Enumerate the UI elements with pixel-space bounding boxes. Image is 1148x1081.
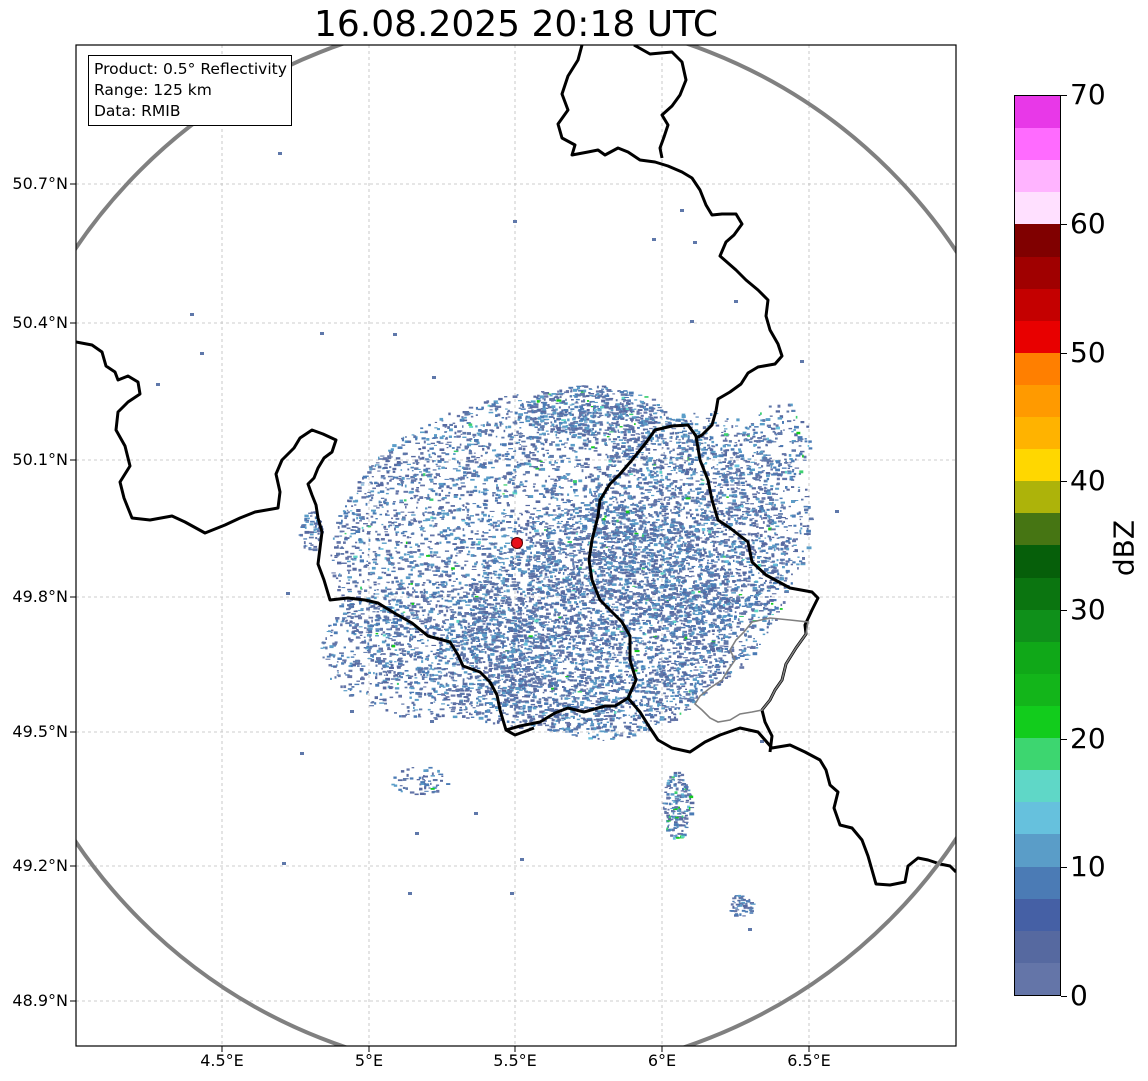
colorbar-band [1015,899,1060,931]
colorbar-band [1015,321,1060,353]
colorbar-band [1015,642,1060,674]
colorbar-tick [1061,353,1067,354]
colorbar-band [1015,706,1060,738]
colorbar-band [1015,770,1060,802]
colorbar-band [1015,931,1060,963]
product-line: Product: 0.5° Reflectivity [94,60,287,78]
lon-label-5: 5°E [354,1051,384,1070]
reflectivity-echoes [156,152,839,931]
colorbar-band [1015,353,1060,385]
colorbar-band [1015,578,1060,610]
colorbar-band [1015,610,1060,642]
border-north [556,45,784,440]
colorbar-tick [1061,996,1067,997]
lat-label-48-9: 48.9°N [12,991,68,1010]
lat-label-50-4: 50.4°N [12,313,68,332]
colorbar-label-50: 50 [1070,336,1106,369]
colorbar-label-10: 10 [1070,850,1106,883]
data-source-line: Data: RMIB [94,102,181,120]
colorbar-band [1015,834,1060,867]
colorbar-band [1015,738,1060,770]
colorbar-band [1015,224,1060,257]
colorbar-label-0: 0 [1070,979,1088,1012]
colorbar-band [1015,128,1060,160]
colorbar-tick [1061,610,1067,611]
country-borders [76,45,956,887]
lat-label-49-8: 49.8°N [12,587,68,606]
colorbar [1014,95,1061,996]
radar-site-marker [511,537,523,549]
lon-label-4-5: 4.5°E [200,1051,244,1070]
colorbar-band [1015,867,1060,899]
range-line: Range: 125 km [94,81,212,99]
colorbar-band [1015,289,1060,321]
colorbar-band [1015,385,1060,417]
colorbar-label-30: 30 [1070,593,1106,626]
colorbar-band [1015,449,1060,481]
colorbar-label-20: 20 [1070,722,1106,755]
colorbar-label-40: 40 [1070,464,1106,497]
colorbar-band [1015,481,1060,513]
colorbar-band [1015,963,1060,995]
lon-label-6-5: 6.5°E [787,1051,831,1070]
colorbar-band [1015,513,1060,545]
colorbar-band [1015,192,1060,224]
colorbar-band [1015,674,1060,706]
lat-label-50-7: 50.7°N [12,174,68,193]
border-west [76,340,820,753]
colorbar-band [1015,802,1060,834]
lat-label-49-2: 49.2°N [12,856,68,875]
colorbar-title: dBZ [1107,519,1141,577]
lat-label-50-1: 50.1°N [12,450,68,469]
colorbar-label-60: 60 [1070,207,1106,240]
colorbar-tick [1061,481,1067,482]
colorbar-label-70: 70 [1070,78,1106,111]
colorbar-tick [1061,95,1067,96]
lon-label-6: 6°E [647,1051,677,1070]
axis-ticks [70,183,810,1052]
graticule [76,45,956,1046]
map-title: 16.08.2025 20:18 UTC [313,4,719,45]
luxembourg-border [693,617,809,723]
colorbar-tick [1061,739,1067,740]
colorbar-band [1015,257,1060,289]
colorbar-tick [1061,867,1067,868]
colorbar-band [1015,96,1060,128]
colorbar-band [1015,545,1060,578]
colorbar-tick [1061,224,1067,225]
map-frame-border [75,44,957,1047]
colorbar-band [1015,417,1060,449]
lon-label-5-5: 5.5°E [493,1051,537,1070]
product-info-box: Product: 0.5° Reflectivity Range: 125 km… [88,55,292,126]
colorbar-band [1015,160,1060,192]
lat-label-49-5: 49.5°N [12,722,68,741]
border-south [505,697,956,887]
